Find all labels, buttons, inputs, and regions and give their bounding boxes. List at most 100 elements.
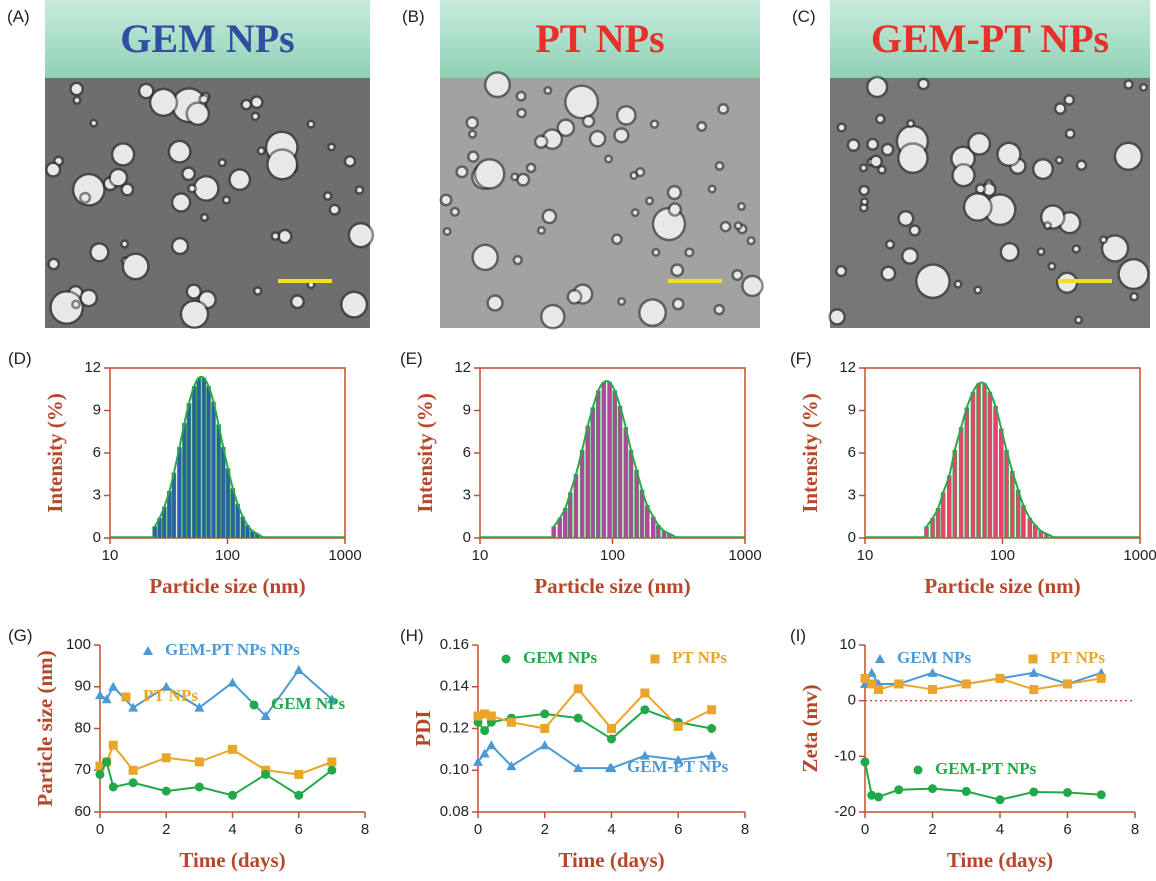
marker bbox=[195, 782, 204, 791]
figure: (A)GEM NPs(B)PT NPs(C)GEM-PT NPs(D)03691… bbox=[0, 0, 1156, 881]
particle bbox=[740, 204, 744, 208]
particle bbox=[1142, 85, 1146, 89]
bar bbox=[596, 391, 600, 538]
particle bbox=[1120, 260, 1147, 287]
marker bbox=[894, 679, 903, 688]
particle bbox=[542, 306, 563, 327]
bar bbox=[591, 408, 595, 538]
x-tick-label: 2 bbox=[928, 821, 936, 838]
bar bbox=[182, 423, 186, 538]
particle bbox=[489, 297, 501, 309]
x-tick-label: 100 bbox=[215, 547, 240, 564]
particle bbox=[269, 151, 296, 178]
y-axis-title: Zeta (mv) bbox=[798, 684, 822, 772]
bar bbox=[211, 402, 215, 538]
particle bbox=[920, 80, 928, 88]
panel-label: (F) bbox=[790, 349, 812, 368]
particle bbox=[1056, 105, 1064, 113]
marker bbox=[540, 724, 549, 733]
marker bbox=[102, 757, 111, 766]
bar bbox=[618, 406, 622, 538]
particle bbox=[734, 271, 741, 278]
particle bbox=[252, 98, 261, 107]
y-axis-title: Intensity (%) bbox=[43, 393, 67, 513]
particle bbox=[519, 175, 528, 184]
bar bbox=[613, 391, 617, 538]
legend-label: GEM NPs bbox=[523, 648, 598, 667]
x-tick-label: 10 bbox=[472, 547, 489, 564]
x-tick-label: 8 bbox=[741, 821, 749, 838]
particle bbox=[182, 302, 207, 327]
bar bbox=[988, 392, 992, 538]
particle bbox=[280, 231, 290, 241]
panel-label: (E) bbox=[400, 349, 423, 368]
particle bbox=[357, 188, 362, 193]
bar bbox=[983, 384, 987, 538]
bar bbox=[1010, 471, 1014, 538]
particle bbox=[1102, 238, 1106, 242]
y-tick-label: 0.14 bbox=[440, 678, 469, 695]
particle bbox=[518, 93, 524, 99]
panel-label: (A) bbox=[7, 7, 30, 26]
particle bbox=[648, 199, 652, 203]
particle bbox=[243, 101, 250, 108]
marker bbox=[1029, 685, 1038, 694]
particle bbox=[515, 257, 520, 262]
legend-label: GEM-PT NPs bbox=[627, 757, 729, 776]
marker bbox=[327, 757, 336, 766]
bar bbox=[624, 428, 628, 539]
particle bbox=[1126, 82, 1132, 88]
particle bbox=[1078, 162, 1085, 169]
particle bbox=[736, 224, 740, 228]
marker bbox=[294, 791, 303, 800]
legend-marker bbox=[914, 766, 923, 775]
particle bbox=[567, 87, 597, 117]
marker bbox=[109, 782, 118, 791]
y-tick-label: 9 bbox=[93, 401, 101, 418]
x-tick-label: 6 bbox=[1063, 821, 1071, 838]
marker bbox=[486, 740, 496, 749]
particle bbox=[195, 177, 217, 199]
particle bbox=[887, 242, 892, 247]
particle bbox=[999, 144, 1020, 165]
particle bbox=[970, 134, 989, 153]
y-tick-label: 100 bbox=[66, 636, 91, 653]
legend-marker bbox=[122, 693, 131, 702]
particle bbox=[469, 153, 476, 160]
panel-label: (D) bbox=[8, 349, 32, 368]
particle bbox=[911, 227, 918, 234]
particle bbox=[350, 224, 372, 246]
particle bbox=[903, 249, 916, 262]
marker bbox=[574, 684, 583, 693]
bar bbox=[197, 378, 201, 538]
legend-marker bbox=[651, 655, 660, 664]
axes bbox=[865, 645, 1135, 812]
legend-marker bbox=[143, 646, 153, 655]
marker bbox=[928, 784, 937, 793]
bar bbox=[959, 428, 963, 539]
y-tick-label: 80 bbox=[74, 719, 91, 736]
particle bbox=[749, 239, 753, 243]
marker bbox=[109, 741, 118, 750]
marker bbox=[574, 714, 583, 723]
particle bbox=[202, 215, 206, 219]
particle bbox=[1074, 247, 1079, 252]
particle bbox=[140, 85, 152, 97]
marker bbox=[228, 745, 237, 754]
marker bbox=[327, 766, 336, 775]
x-axis-title: Particle size (nm) bbox=[149, 574, 305, 598]
particle bbox=[618, 107, 634, 123]
particle bbox=[231, 171, 249, 189]
particle bbox=[536, 137, 546, 147]
marker bbox=[607, 734, 616, 743]
y-tick-label: 0.12 bbox=[440, 719, 469, 736]
particle bbox=[954, 165, 974, 185]
particle bbox=[445, 229, 449, 233]
particle bbox=[486, 74, 508, 96]
bar bbox=[965, 408, 969, 538]
bar bbox=[580, 450, 584, 538]
x-tick-label: 0 bbox=[861, 821, 869, 838]
legend-marker bbox=[875, 654, 885, 663]
particle bbox=[220, 161, 224, 165]
particle bbox=[673, 266, 682, 275]
